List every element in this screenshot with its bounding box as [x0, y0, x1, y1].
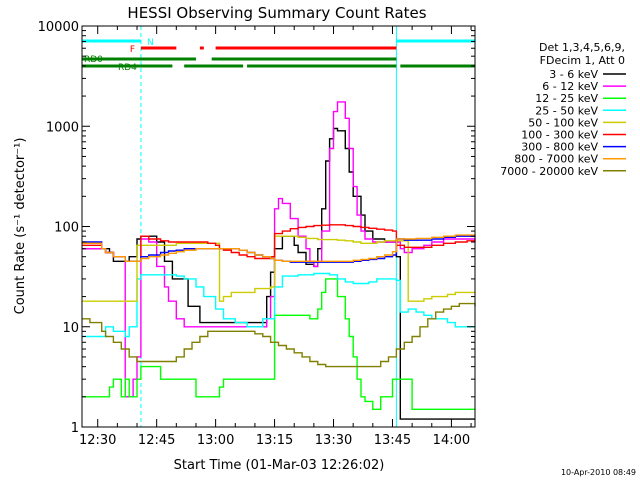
y-tick-label: 100 — [54, 221, 79, 236]
x-axis-ticks: 12:30 12:45 13:00 13:15 13:30 13:45 14:00 — [79, 26, 472, 448]
y-tick-label: 10 — [62, 321, 79, 336]
legend-entry-label: 7000 - 20000 keV — [500, 165, 598, 178]
series-line-3 — [82, 272, 475, 338]
x-axis-label: Start Time (01-Mar-03 12:26:02) — [174, 458, 385, 473]
x-tick-label: 13:15 — [256, 433, 293, 448]
y-axis-ticks: 1 10 100 1000 10000 — [38, 20, 475, 436]
legend-header-line-2: FDecim 1, Att 0 — [540, 54, 625, 67]
series-line-7 — [82, 234, 476, 262]
legend-entry-label: 300 - 800 keV — [521, 141, 598, 154]
series-line-4 — [82, 235, 475, 302]
flag-label-f: F — [130, 45, 135, 55]
legend-entry-label: 3 - 6 keV — [549, 68, 598, 81]
flag-layer: N F RD0 RD4 — [82, 38, 475, 73]
series-line-2 — [82, 278, 475, 410]
legend-entry-label: 50 - 100 keV — [528, 116, 598, 129]
series-line-0 — [82, 127, 475, 420]
y-tick-label: 10000 — [38, 20, 79, 35]
x-tick-label: 13:00 — [197, 433, 234, 448]
legend-entry-label: 100 - 300 keV — [521, 129, 598, 142]
x-tick-label: 13:30 — [315, 433, 352, 448]
series-layer — [82, 101, 476, 420]
x-tick-label: 12:45 — [138, 433, 175, 448]
series-line-1 — [82, 101, 476, 398]
legend-header-line-1: Det 1,3,4,5,6,9, — [539, 41, 625, 54]
x-tick-label: 12:30 — [79, 433, 116, 448]
x-tick-label: 14:00 — [433, 433, 470, 448]
y-tick-label: 1 — [71, 421, 79, 436]
flag-label-rd0: RD0 — [84, 55, 103, 65]
legend-entry-label: 6 - 12 keV — [542, 80, 598, 93]
chart-title: HESSI Observing Summary Count Rates — [127, 4, 426, 22]
y-axis-label: Count Rate (s⁻¹ detector⁻¹) — [13, 138, 28, 315]
flag-label-rd4: RD4 — [118, 63, 137, 73]
x-tick-label: 13:45 — [374, 433, 411, 448]
legend-entry-label: 12 - 25 keV — [535, 92, 598, 105]
legend-entry-label: 25 - 50 keV — [535, 104, 598, 117]
flag-label-n: N — [147, 38, 154, 48]
series-line-5 — [82, 224, 475, 262]
footer-timestamp: 10-Apr-2010 08:49 — [561, 468, 636, 477]
legend: Det 1,3,4,5,6,9, FDecim 1, Att 0 3 - 6 k… — [500, 41, 626, 178]
y-tick-label: 1000 — [46, 120, 79, 135]
legend-entry-label: 800 - 7000 keV — [514, 153, 598, 166]
series-line-8 — [82, 302, 476, 368]
